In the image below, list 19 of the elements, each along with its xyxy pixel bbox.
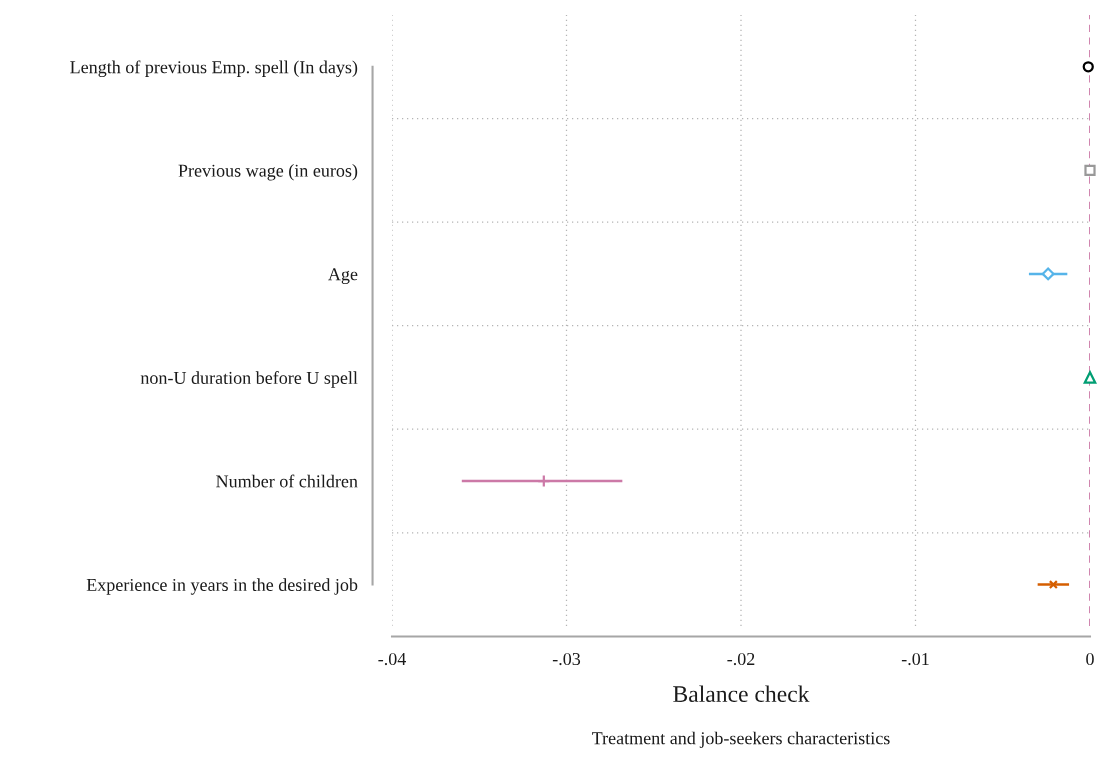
x-tick-label: 0 xyxy=(1086,652,1094,666)
x-tick-label: -.03 xyxy=(552,652,581,666)
text: Treatment and job-seekers characteristics xyxy=(592,731,890,748)
y-tick-label: Number of children xyxy=(216,474,358,488)
x-tick-label: -.04 xyxy=(378,652,407,666)
point xyxy=(1048,579,1058,590)
y-tick-label: Previous wage (in euros) xyxy=(178,164,358,181)
y-tick-label: non-U duration before U spell xyxy=(140,371,358,388)
point xyxy=(1084,164,1096,176)
y-tick-label: Age xyxy=(328,268,358,285)
x-tick-label: -.02 xyxy=(727,652,755,666)
x-tick-label: -.01 xyxy=(901,652,929,666)
point xyxy=(537,474,551,488)
y-tick-label: Experience in years in the desired job xyxy=(86,578,358,595)
x-axis-title: Balance check xyxy=(673,685,810,703)
point xyxy=(1082,61,1094,73)
y-tick-label: Length of previous Emp. spell (In days) xyxy=(70,60,358,78)
point xyxy=(1041,267,1055,281)
point xyxy=(1083,371,1097,384)
